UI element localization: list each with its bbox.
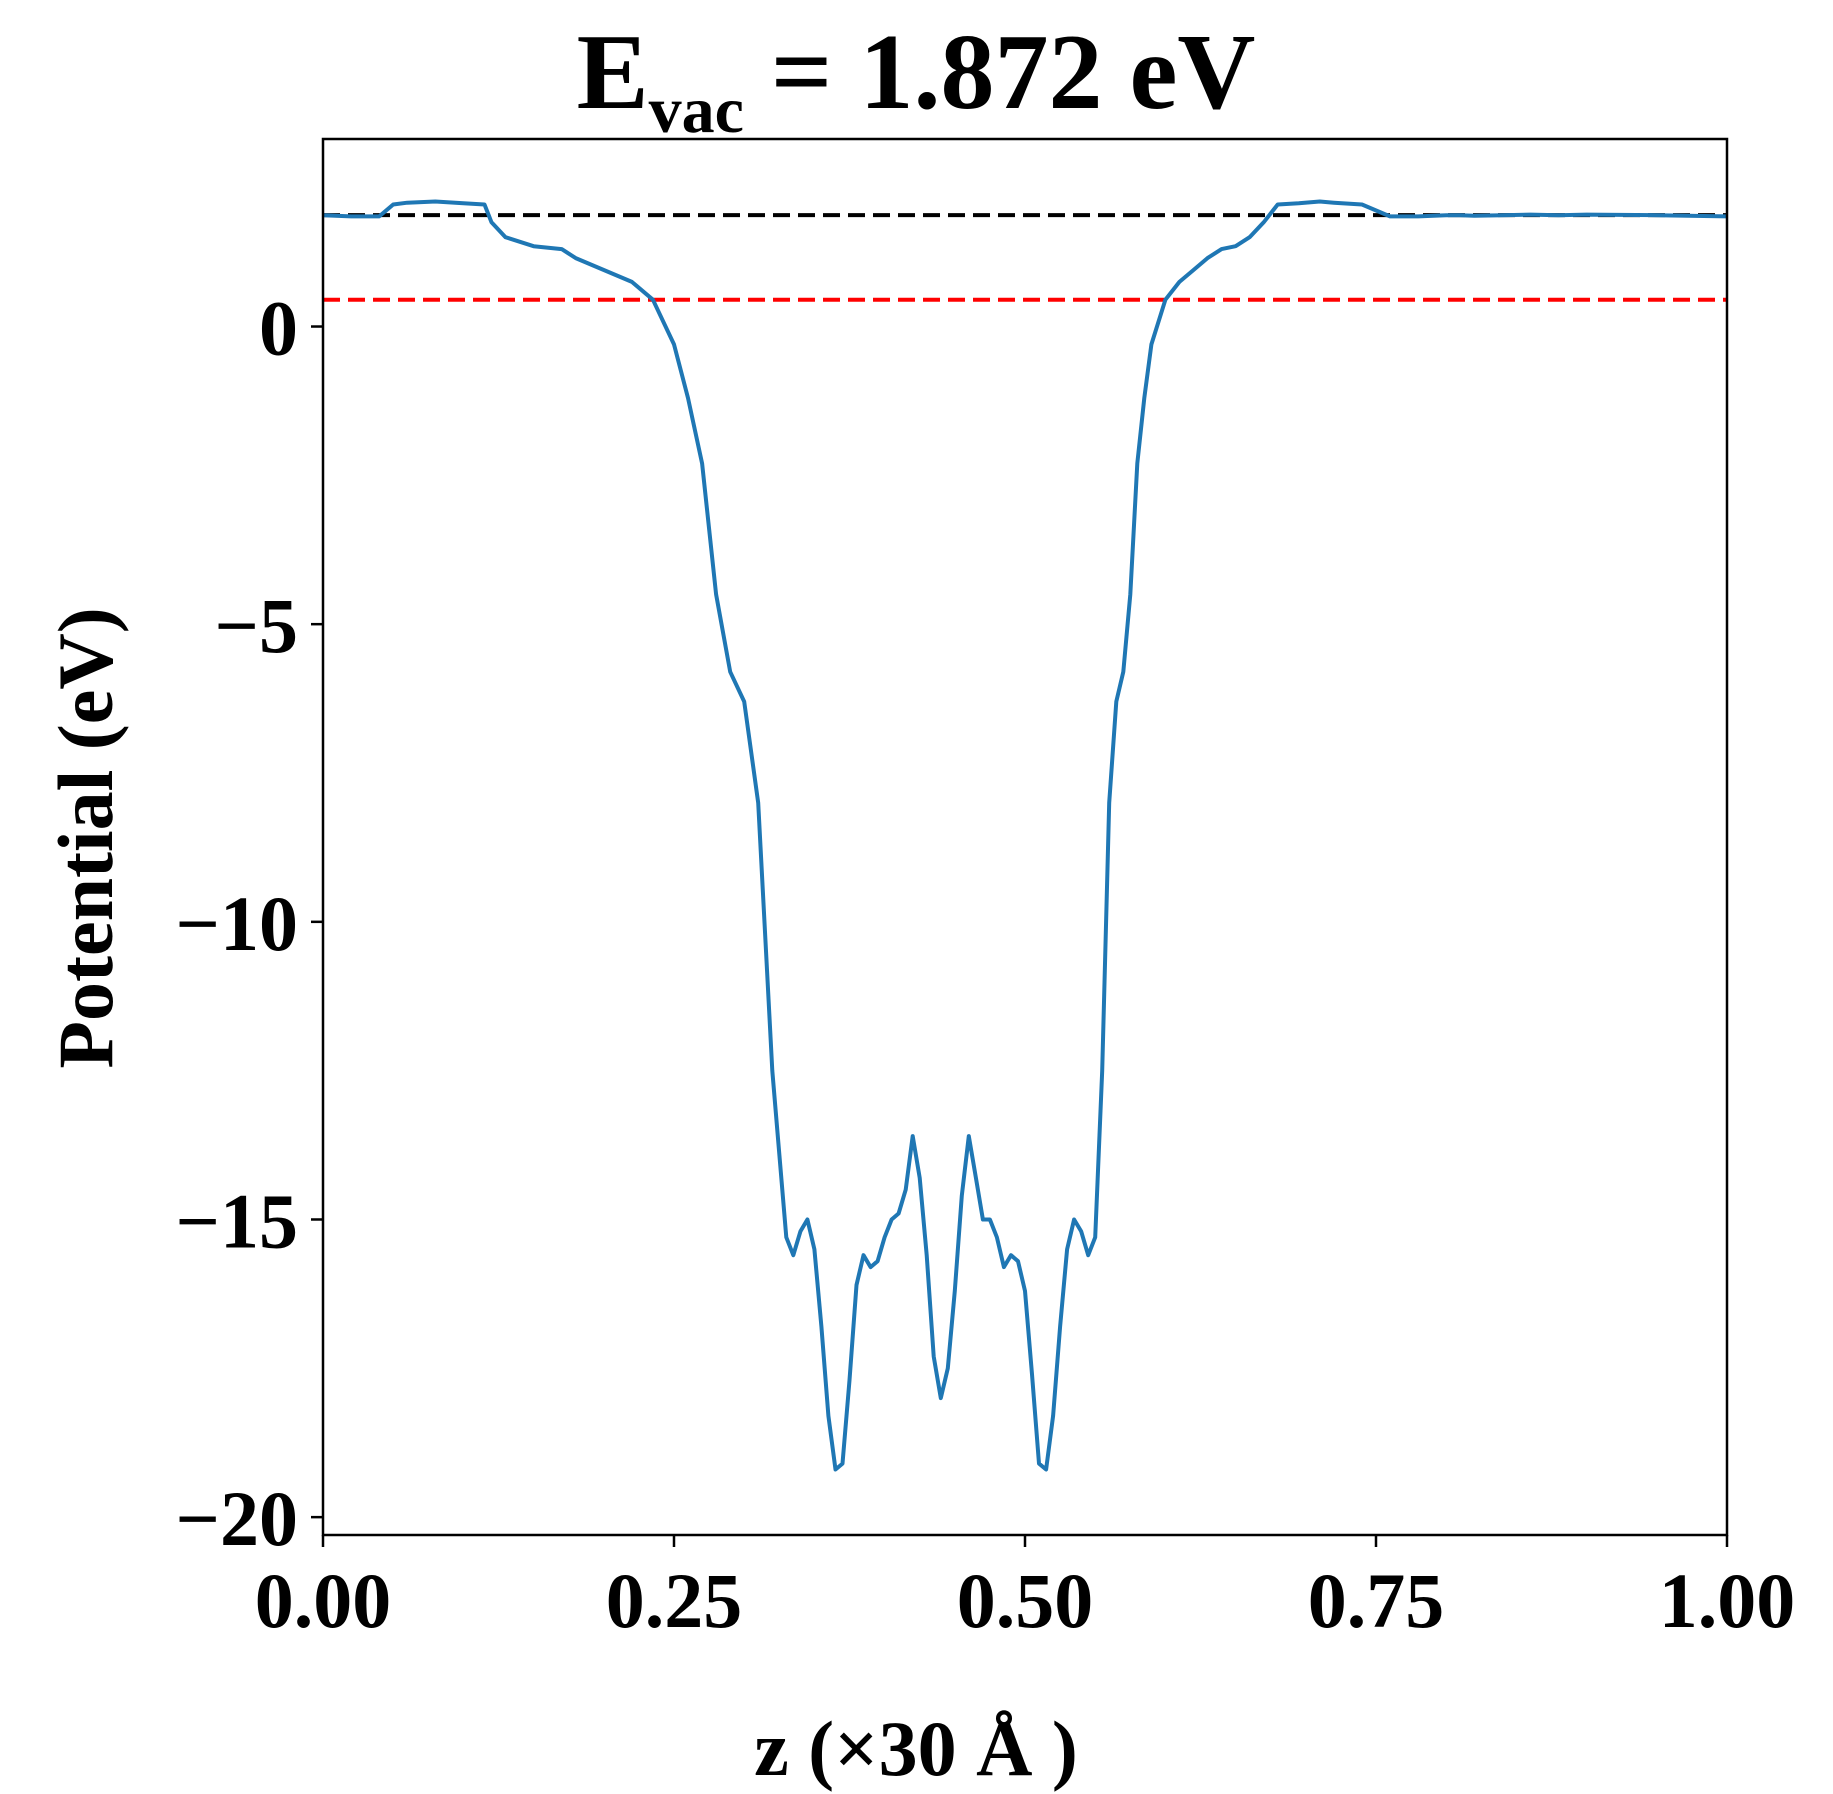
chart-title: Evac = 1.872 eV [577,13,1256,147]
y-tick-label: −5 [215,582,298,669]
x-tick-label: 0.25 [606,1557,743,1644]
y-tick-label: 0 [259,285,298,372]
y-tick-label: −10 [176,880,298,967]
y-tick-label: −15 [176,1177,298,1264]
potential-line-0 [322,199,1728,1472]
y-tick-label: −20 [176,1475,298,1562]
title-subscript: vac [649,74,744,147]
x-tick-label: 1.00 [1659,1557,1796,1644]
x-axis-label: z (×30 Å ) [754,1705,1078,1792]
x-tick-label: 0.75 [1308,1557,1445,1644]
y-axis-label: Potential (eV) [42,607,129,1068]
title-rest: = 1.872 eV [744,13,1255,132]
x-tick-label: 0.00 [255,1557,392,1644]
x-tick-label: 0.50 [957,1557,1094,1644]
title-main: E [577,13,649,132]
axes-frame [321,137,1729,1537]
plot-area: 0.00 0.25 0.50 0.75 1.00 0 −5 −10 −15 −20 [176,137,1796,1644]
